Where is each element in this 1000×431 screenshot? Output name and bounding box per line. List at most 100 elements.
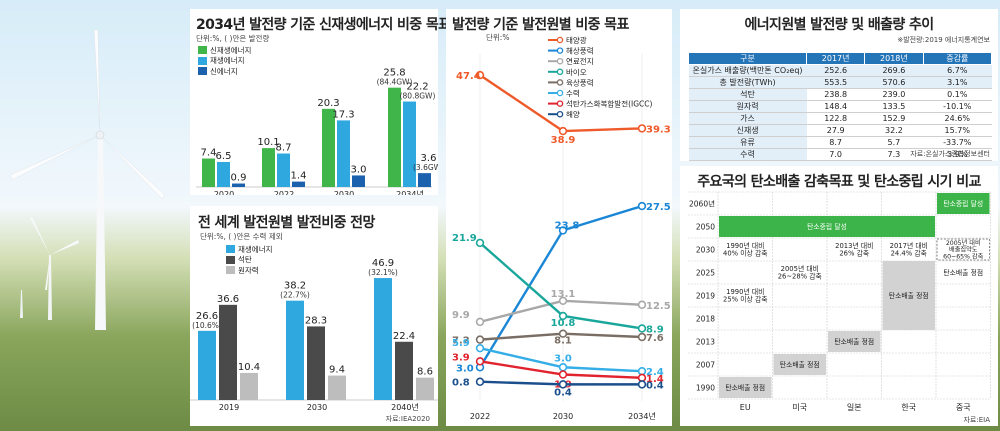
table-cell: 133.5 [864, 100, 924, 113]
us-2025-cell: 2005년 대비 26~28% 감축 [778, 264, 822, 280]
legend-item-coal: 석탄 [226, 255, 273, 266]
data-point [475, 343, 485, 353]
table-cell: 27.9 [806, 124, 865, 137]
table-row: 석탄 238.8 239.0 0.1% [688, 88, 992, 101]
bar-value-label: 8.7 [276, 143, 292, 154]
neutral-2050-cell-box [719, 216, 935, 237]
table-cell: 총 발전량(TWh) [688, 76, 807, 89]
legend-label: 원자력 [238, 265, 259, 275]
data-point [637, 373, 647, 382]
data-point [475, 317, 485, 327]
table-cell: 원자력 [688, 100, 807, 113]
table-cell: -10.1% [923, 100, 992, 113]
china-neutral-cell: 탄소중립 달성 [943, 199, 983, 208]
panel4-source: 자료:온실가스종합정보센터 [910, 150, 990, 158]
table-header-row: 구분 2017년 2018년 증감률 [687, 52, 993, 65]
panel4-title: 에너지원별 발전량 및 배출량 추이 [744, 17, 934, 33]
table-cell: 252.6 [806, 64, 865, 77]
bar [418, 173, 431, 187]
year-label: 2025 [696, 269, 715, 278]
panel2-unit: 단위:%, ( )안은 수력 제외 [200, 232, 283, 241]
data-point [637, 324, 647, 333]
data-label: 3.0 [456, 363, 474, 374]
legend-label: 석탄가스화복합발전(IGCC) [566, 99, 653, 109]
legend-label: 연료전지 [566, 56, 594, 66]
eu-1990-cell-box [719, 377, 772, 398]
legend-swatch [226, 266, 235, 275]
data-point [475, 335, 485, 344]
korea-2030-cell-box [882, 239, 935, 260]
china-2030-cell: 2005년 대비 배출집약도 60~65% 감축 [943, 239, 983, 261]
panel-carbon-neutral-comparison: 주요국의 탄소배출 감축목표 및 탄소중립 시기 비교 2060년 2050 203… [680, 166, 998, 426]
x-tick-label: 2020 [214, 190, 234, 195]
x-tick-label: 2022 [470, 412, 490, 421]
bar [217, 161, 230, 187]
legend-label: 육상풍력 [566, 77, 594, 87]
table-cell: 6.7% [923, 64, 992, 77]
table-cell: 가스 [688, 112, 807, 125]
chart-global-share: (10.6%)26.6 36.6 10.4 2019 (22.7%)38.2 28.3 9.… [190, 258, 438, 412]
table-cell: 24.6% [923, 112, 992, 125]
table-cell: 570.6 [864, 76, 924, 89]
eu-2030-cell-box [719, 239, 772, 260]
table-cell: 수력 [688, 148, 807, 161]
data-label: 21.9 [452, 233, 477, 244]
chart-renewable-share: 7.4 6.5 0.9 2020 10.18.7 1.4 2022 20.317.3 3.0 20… [196, 68, 438, 195]
bar [352, 175, 365, 187]
table-cell: 152.9 [864, 112, 924, 125]
table-header: 증감률 [922, 52, 993, 65]
china-2025-cell: 탄소배출 정점 [943, 268, 983, 277]
x-tick-label: 2019 [219, 403, 239, 412]
table-cell: -33.7% [923, 136, 992, 149]
bar [322, 108, 335, 187]
neutral-2050-cell: 탄소중립 달성 [807, 222, 847, 231]
data-point [558, 370, 568, 379]
bar-value-label: 10.1 [257, 137, 279, 148]
panel-renewable-target-2034: 2034년 발전량 기준 신재생에너지 비중 목표 단위:%, ( )안은 발전… [190, 9, 451, 195]
panel5-source: 자료:EIA [963, 416, 990, 424]
bar-value-label: 8.6 [417, 367, 433, 378]
legend-marker [556, 68, 564, 76]
table-cell: 15.7% [923, 124, 992, 137]
year-label: 2050 [696, 223, 715, 232]
bar-value-label: 1.4 [291, 171, 307, 182]
bar-value-label: 20.3 [317, 98, 339, 109]
bar [337, 120, 350, 187]
data-label: 0.4 [554, 387, 572, 398]
data-label: 9.9 [452, 310, 470, 321]
panel-source-share-target: 발전량 기준 발전원별 비중 목표 단위:% 태양광 해상풍력 연료전지 바이오 육상풍… [446, 9, 672, 426]
country-label: 미국 [792, 403, 807, 412]
japan-2030-cell-box [828, 239, 881, 260]
bar-value-label: 3.6 [421, 153, 437, 164]
data-label: 8.9 [646, 324, 664, 335]
korea-peak-cell: 탄소배출 정점 [889, 291, 929, 300]
table-header: 2018년 [864, 52, 924, 65]
data-label: 7.2 [452, 336, 470, 347]
data-point [637, 124, 647, 133]
eu-1990-cell: 탄소배출 정점 [725, 383, 765, 392]
legend-swatch [226, 245, 235, 254]
bar-value-label: 25.8 [383, 68, 405, 79]
data-label: 13.1 [551, 289, 576, 300]
bar [232, 183, 245, 187]
legend-label: 바이오 [566, 67, 587, 77]
data-label: 5.9 [452, 338, 470, 349]
country-label: EU [740, 403, 751, 412]
legend-marker [556, 47, 564, 54]
data-point [558, 311, 568, 321]
data-point [475, 238, 485, 248]
panel2-legend: 재생에너지 석탄 원자력 [226, 244, 273, 276]
bar [277, 153, 290, 187]
bar-annotation: (22.7%) [280, 291, 310, 300]
data-point [558, 329, 568, 338]
korea-2030-cell: 2017년 대비 24.4% 감축 [890, 241, 928, 257]
legend-label: 신에너지 [210, 66, 238, 76]
legend-marker [556, 110, 564, 118]
japan-2030-cell: 2013년 대비 26% 감축 [835, 241, 873, 257]
data-label: 27.5 [646, 202, 671, 213]
data-point [558, 226, 568, 235]
bar-value-label: 6.5 [216, 151, 232, 162]
table-cell: 122.8 [806, 112, 865, 125]
legend-marker [556, 36, 564, 44]
bar [262, 148, 275, 187]
